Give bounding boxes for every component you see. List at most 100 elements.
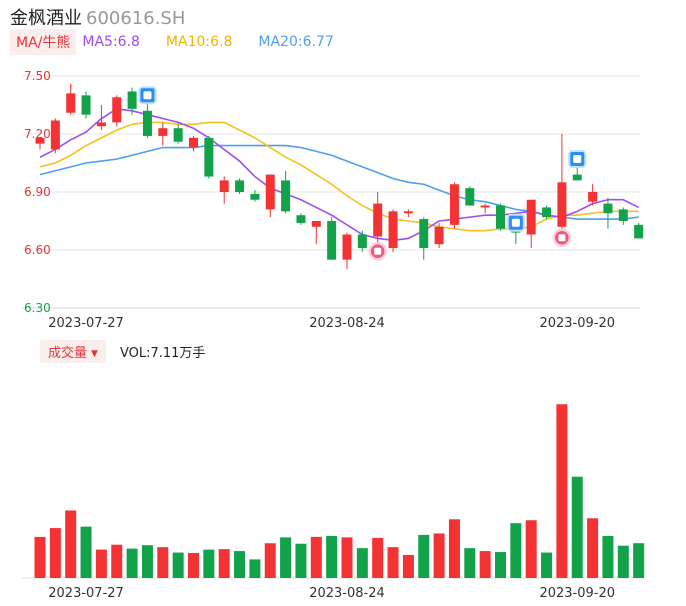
candle xyxy=(557,134,567,229)
volume-bar xyxy=(402,554,414,578)
candle xyxy=(603,197,613,229)
candle xyxy=(526,199,536,249)
candle xyxy=(434,222,444,249)
candle-body xyxy=(81,95,91,115)
candle xyxy=(588,184,598,206)
volume-bar xyxy=(495,552,506,578)
candle-body xyxy=(173,128,183,142)
volume-bar xyxy=(525,520,537,578)
candle-body xyxy=(296,215,306,223)
signal-glyph xyxy=(374,247,382,255)
volume-bar xyxy=(295,543,307,578)
candle xyxy=(480,203,490,214)
candle-body xyxy=(603,203,613,214)
candle xyxy=(50,118,60,154)
candle xyxy=(112,95,122,127)
volume-tag-label: 成交量 xyxy=(48,345,88,361)
volume-bar xyxy=(448,519,460,578)
volume-bar xyxy=(203,549,215,578)
candle xyxy=(204,135,214,179)
candle xyxy=(357,230,367,252)
volume-bar xyxy=(418,534,430,578)
volume-bar xyxy=(571,476,583,578)
volume-bar xyxy=(126,548,138,578)
volume-bar xyxy=(356,548,368,578)
volume-bar xyxy=(602,535,614,578)
y-tick-label: 6.90 xyxy=(24,185,51,199)
volume-bar xyxy=(280,537,292,578)
ma-selector-tag[interactable]: MA/牛熊 xyxy=(10,29,77,55)
volume-bar xyxy=(617,545,629,578)
volume-bar xyxy=(556,404,568,578)
candle-body xyxy=(480,205,490,208)
candle-body xyxy=(388,211,398,249)
candle-body xyxy=(419,219,429,249)
candle-body xyxy=(311,221,321,227)
candle-body xyxy=(496,205,505,229)
y-tick-label: 7.20 xyxy=(24,127,51,141)
bull-signal-icon xyxy=(138,86,157,105)
bull-signal-icon xyxy=(506,213,525,232)
ma5-legend: MA5:6.8 xyxy=(82,34,140,50)
volume-bar xyxy=(172,552,184,578)
volume-bar xyxy=(95,549,107,578)
candle-body xyxy=(281,180,291,212)
candle xyxy=(66,83,76,115)
candle xyxy=(127,87,137,115)
ma20-legend: MA20:6.77 xyxy=(258,34,334,50)
y-tick-label: 6.60 xyxy=(24,243,51,257)
ma10-line xyxy=(39,121,639,232)
ma-lines xyxy=(39,108,640,242)
x-tick-label: 2023-08-24 xyxy=(309,316,385,331)
candle-body xyxy=(189,137,198,148)
price-axis: 7.50 7.20 6.90 6.60 6.30 xyxy=(24,69,51,315)
candle xyxy=(618,207,628,225)
volume-value: VOL:7.11万手 xyxy=(119,345,206,361)
signal-glyph xyxy=(558,234,566,242)
volume-selector-tag[interactable]: 成交量 ▼ xyxy=(40,339,106,363)
candles xyxy=(35,83,644,270)
candle-body xyxy=(204,137,214,177)
bull-signal-icon xyxy=(568,150,587,168)
candle xyxy=(235,178,245,194)
volume-bar xyxy=(387,547,399,578)
signal-markers xyxy=(138,86,587,261)
bear-signal-icon xyxy=(552,228,572,247)
candle-body xyxy=(357,234,367,249)
candle-body xyxy=(588,192,598,202)
stock-code: 600616.SH xyxy=(86,8,186,29)
candle xyxy=(342,232,352,270)
volume-bar xyxy=(65,510,77,578)
volume-bar xyxy=(80,526,92,578)
volume-bar xyxy=(234,551,246,578)
candle xyxy=(35,137,45,150)
candle-body xyxy=(465,188,475,206)
candle xyxy=(189,135,198,152)
candle xyxy=(449,182,459,229)
volume-bar xyxy=(541,552,553,578)
candle-body xyxy=(557,182,567,227)
volume-bar xyxy=(49,528,61,578)
bear-signal-icon xyxy=(368,242,387,261)
candle-body xyxy=(373,203,383,237)
candle xyxy=(173,124,183,144)
stock-title: 金枫酒业 600616.SH xyxy=(10,4,185,30)
candle xyxy=(327,217,337,260)
x-tick-label: 2023-08-24 xyxy=(309,586,385,601)
volume-bar xyxy=(34,536,46,578)
x-tick-label: 2023-07-27 xyxy=(48,586,124,601)
candle xyxy=(465,186,475,206)
candle-body xyxy=(50,120,60,150)
volume-bar xyxy=(188,553,199,578)
candle-body xyxy=(449,184,459,225)
candle-body xyxy=(35,137,45,144)
candle xyxy=(250,190,260,202)
price-x-axis: 2023-07-27 2023-08-24 2023-09-20 xyxy=(48,316,615,331)
volume-bar xyxy=(111,544,123,578)
ma10-legend: MA10:6.8 xyxy=(165,34,233,50)
x-tick-label: 2023-07-27 xyxy=(48,316,124,331)
candle xyxy=(542,205,552,220)
candle-body xyxy=(434,226,444,245)
candle-body xyxy=(250,193,260,200)
signal-glyph xyxy=(573,155,582,163)
